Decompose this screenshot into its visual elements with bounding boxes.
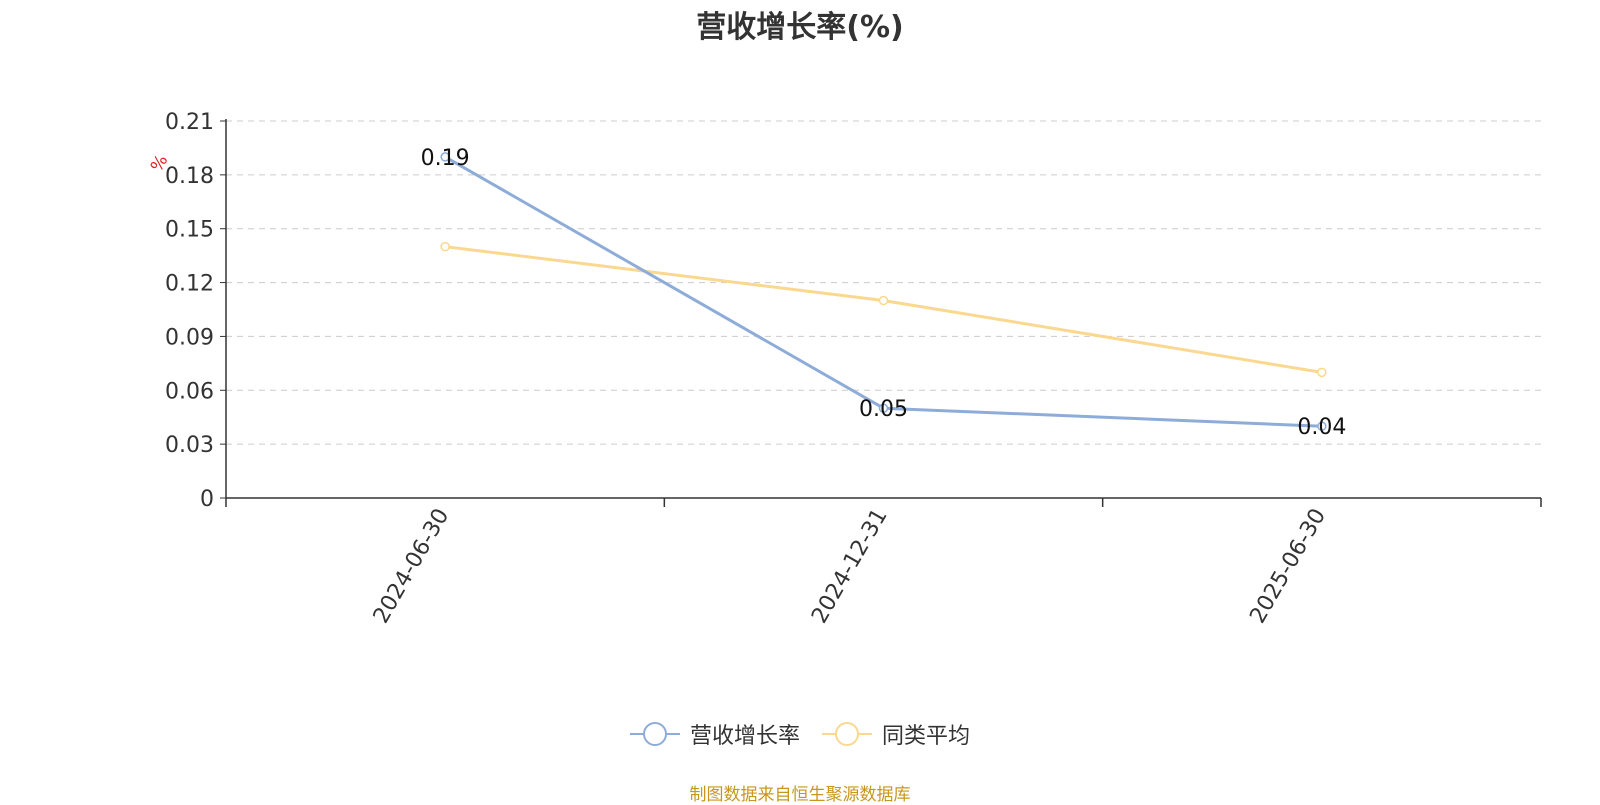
data-label: 0.19 xyxy=(421,146,470,171)
data-point xyxy=(1317,421,1327,431)
data-point xyxy=(1317,367,1327,378)
y-tick-label: 0.06 xyxy=(165,379,214,404)
data-label: 0.04 xyxy=(1297,415,1346,440)
x-tick-label: 2025-06-30 xyxy=(1245,505,1331,628)
axes: 0 0.03 0.06 0.09 0.12 0.15 0.18 0.21 2024-06-30 2… xyxy=(165,110,1542,628)
series-lines xyxy=(440,152,1327,431)
data-labels: 0.19 0.05 0.04 xyxy=(421,146,1347,440)
data-point xyxy=(878,403,889,413)
data-point xyxy=(440,152,450,162)
y-tick-label: 0.15 xyxy=(165,218,214,243)
legend-item[interactable]: 营收增长率 xyxy=(629,718,800,750)
data-point xyxy=(440,241,450,252)
x-tick-label: 2024-06-30 xyxy=(369,504,455,627)
legend-marker-icon xyxy=(822,722,872,746)
y-tick-label: 0.18 xyxy=(165,164,214,189)
data-label: 0.05 xyxy=(859,397,908,422)
y-tick-label: 0.09 xyxy=(165,325,214,350)
y-tick-label: 0 xyxy=(200,487,214,512)
data-point xyxy=(878,295,889,306)
x-tick-label: 2024-12-31 xyxy=(807,505,893,628)
series-line xyxy=(444,245,1323,374)
legend-label: 营收增长率 xyxy=(689,724,800,749)
y-tick-label: 0.21 xyxy=(165,110,214,135)
legend-item[interactable]: 同类平均 xyxy=(822,718,970,750)
legend: 营收增长率 同类平均 xyxy=(0,718,1600,750)
y-tick-label: 0.12 xyxy=(165,272,214,297)
series-line xyxy=(444,155,1322,428)
y-tick-label: 0.03 xyxy=(165,433,214,458)
chart-title: 营收增长率(%) xyxy=(696,10,904,45)
source-note: 制图数据来自恒生聚源数据库 xyxy=(689,785,911,805)
legend-label: 同类平均 xyxy=(882,724,971,749)
legend-marker-icon xyxy=(629,722,680,746)
